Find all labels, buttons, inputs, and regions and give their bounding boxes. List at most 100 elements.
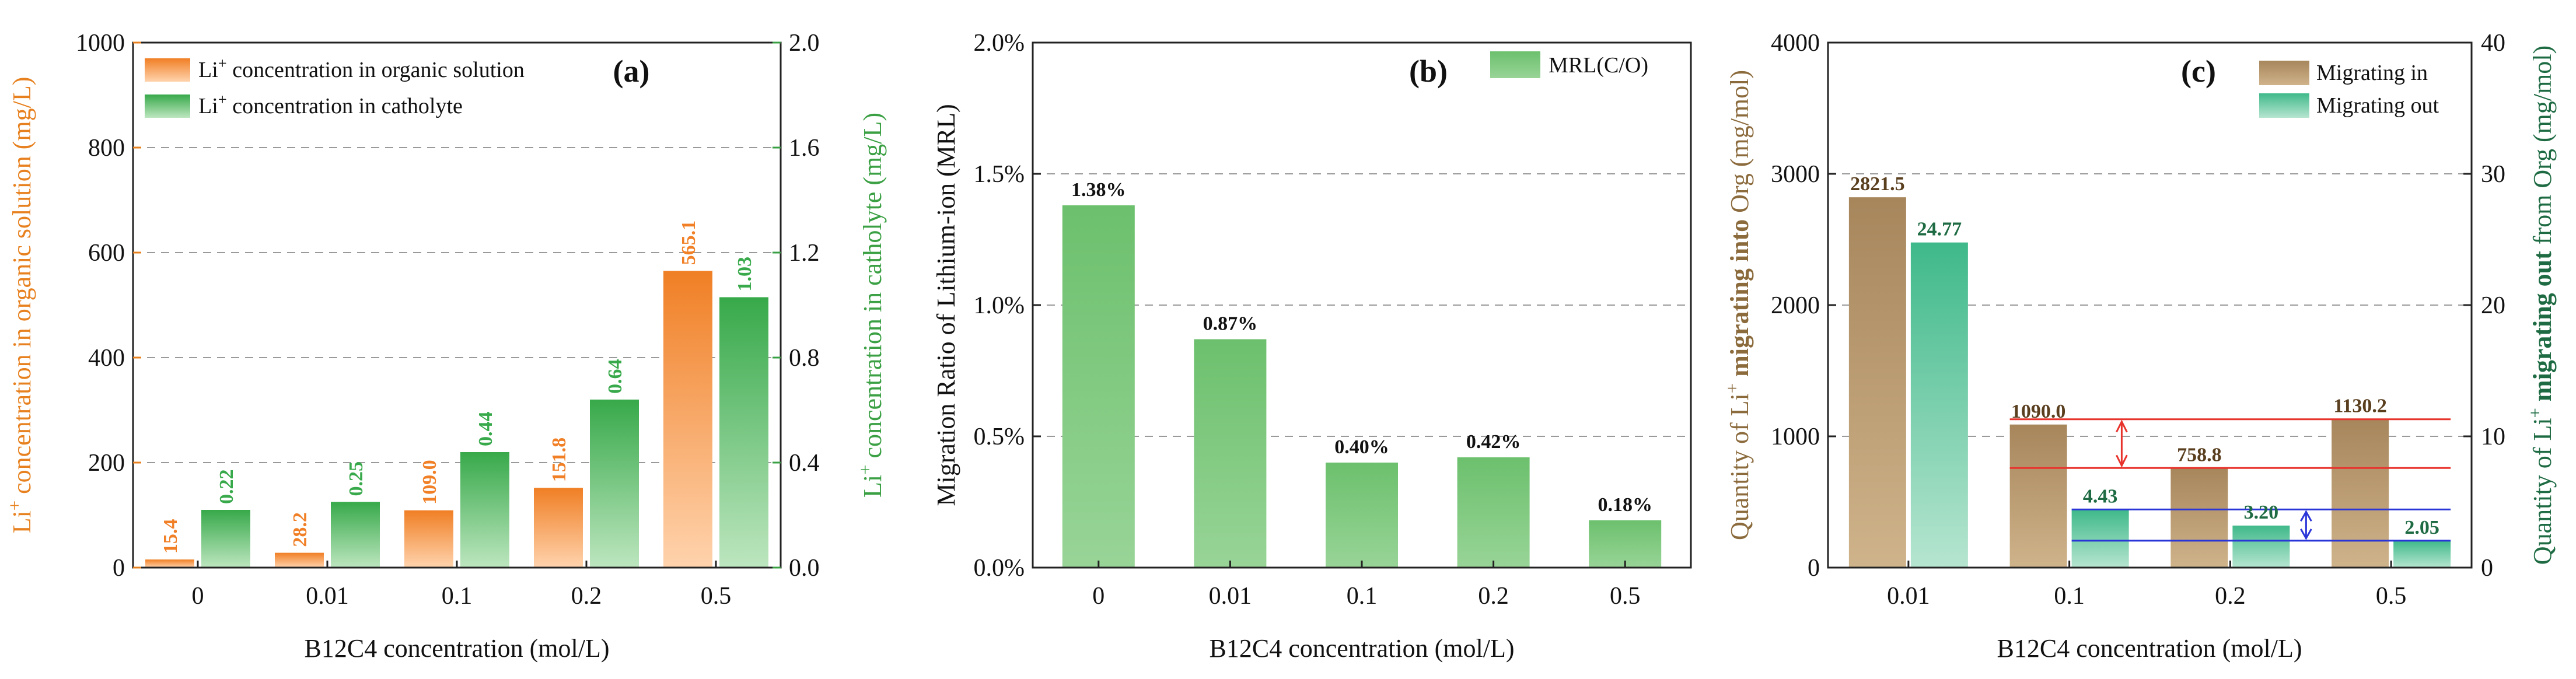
panel-a-x-tick-label: 0.5 <box>701 583 732 610</box>
panel-b-y-tick-label: 1.0% <box>974 292 1025 319</box>
panel-a-left-axis-title: Li+ concentration in organic solution (m… <box>5 77 36 534</box>
panel-c-bar-migrating-in <box>2009 424 2067 568</box>
panel-a-label-organic: 15.4 <box>160 519 181 554</box>
panel-c-bar-migrating-in <box>1848 197 1906 568</box>
panel-c-right-tick-label: 20 <box>2481 292 2505 319</box>
panel-a-right-tick-label: 2.0 <box>789 30 820 57</box>
legend-swatch <box>1490 51 1540 78</box>
panel-c-left-axis-title: Quantity of Li+ migrating into Org (mg/m… <box>1722 70 1754 540</box>
panel-c-bar-migrating-out <box>2393 540 2451 568</box>
panel-c-arrowhead-blue-up <box>2300 510 2312 522</box>
legend-label: Li+ concentration in catholyte <box>198 90 463 118</box>
panel-b-x-tick-label: 0.5 <box>1610 583 1641 610</box>
panel-b: 0.0% 0.5% 1.0% 1.5% 2.0% 0 0.01 0.1 0.2 0.5 1.38%… <box>932 30 1692 663</box>
panel-c-label-migrating-in: 1130.2 <box>2333 396 2387 417</box>
panel-a-legend-organic: Li+ concentration in organic solution <box>145 54 525 82</box>
panel-b-bar-mrl <box>1194 339 1267 568</box>
panel-a-x-tick-label: 0.1 <box>442 583 473 610</box>
panel-b-x-tick-label: 0 <box>1092 583 1105 610</box>
panel-c-label-migrating-out: 2.05 <box>2404 517 2439 538</box>
panel-a-left-tick-label: 1000 <box>76 30 125 57</box>
panel-c-x-axis-title: B12C4 concentration (mol/L) <box>1997 634 2302 663</box>
legend-swatch <box>145 58 190 82</box>
legend-label: Li+ concentration in organic solution <box>198 54 525 82</box>
panel-a-left-tick-label: 600 <box>88 240 125 267</box>
panel-a-left-tick-label: 400 <box>88 345 125 372</box>
panel-c-right-tick-label: 0 <box>2481 555 2493 582</box>
panel-c-label-migrating-out: 4.43 <box>2083 485 2118 507</box>
panel-c-legend-migrating-in: Migrating in <box>2259 61 2428 85</box>
panel-b-x-tick-label: 0.2 <box>1478 583 1509 610</box>
panel-c-left-tick-label: 3000 <box>1771 161 1820 188</box>
panel-c-bar-migrating-out <box>2071 509 2129 568</box>
legend-label: MRL(C/O) <box>1549 53 1648 78</box>
panel-c-label-migrating-in: 2821.5 <box>1850 173 1905 195</box>
panel-a-bar-organic <box>145 559 194 568</box>
panel-b-y-tick-label: 0.5% <box>974 424 1025 450</box>
panel-b-legend-mrl: MRL(C/O) <box>1490 51 1648 78</box>
panel-c-left-tick-label: 4000 <box>1771 30 1820 57</box>
panel-b-bar-mrl <box>1589 520 1662 568</box>
panel-a-x-tick-label: 0.2 <box>571 583 602 610</box>
panel-a: 0 200 400 600 800 1000 0.0 0.4 0.8 1.2 1.6 2.0 0 0.01… <box>5 30 887 663</box>
legend-swatch <box>145 94 190 118</box>
panel-c-bar-migrating-out <box>2232 526 2290 568</box>
panel-a-bar-catholyte <box>719 297 768 568</box>
panel-b-tag: (b) <box>1409 54 1448 89</box>
panel-c-arrowhead-red-up <box>2116 419 2128 433</box>
panel-c-right-tick-label: 10 <box>2481 424 2505 450</box>
panel-a-bar-organic <box>404 510 453 568</box>
panel-a-label-catholyte: 0.44 <box>475 412 497 447</box>
panel-c-arrowhead-blue-down <box>2300 528 2312 540</box>
panel-c-x-tick-label: 0.01 <box>1887 583 1930 610</box>
panel-a-left-tick-label: 0 <box>113 555 125 582</box>
panel-b-label-mrl: 0.42% <box>1466 431 1521 453</box>
panel-b-y-tick-label: 2.0% <box>974 30 1025 57</box>
panel-a-legend-catholyte: Li+ concentration in catholyte <box>145 90 463 118</box>
legend-swatch <box>2259 61 2309 85</box>
panel-a-bar-catholyte <box>331 502 380 568</box>
panel-b-x-tick-label: 0.01 <box>1209 583 1252 610</box>
panel-a-right-tick-label: 1.2 <box>789 240 820 267</box>
panel-b-bar-mrl <box>1326 463 1398 568</box>
panel-b-bar-mrl <box>1062 205 1135 568</box>
panel-c-right-tick-label: 40 <box>2481 30 2505 57</box>
panel-a-bar-organic <box>275 552 324 568</box>
panel-c-left-tick-label: 2000 <box>1771 292 1820 319</box>
panel-a-x-tick-label: 0 <box>192 583 204 610</box>
panel-c-bar-migrating-out <box>1910 242 1968 568</box>
panel-c-bar-migrating-in <box>2170 468 2228 568</box>
panel-a-label-organic: 28.2 <box>289 512 311 547</box>
panel-b-y-axis-title: Migration Ratio of Lithium-ion (MRL) <box>932 104 960 506</box>
panel-c-x-tick-label: 0.5 <box>2376 583 2407 610</box>
panel-a-x-tick-label: 0.01 <box>306 583 349 610</box>
panel-b-x-axis-title: B12C4 concentration (mol/L) <box>1210 634 1515 663</box>
panel-b-x-tick-label: 0.1 <box>1347 583 1378 610</box>
panel-b-y-tick-label: 1.5% <box>974 161 1025 188</box>
panel-a-label-organic: 109.0 <box>419 460 441 505</box>
panel-a-bar-organic <box>663 271 712 568</box>
panel-c-label-migrating-out: 3.20 <box>2244 502 2279 523</box>
panel-b-label-mrl: 0.18% <box>1598 494 1652 516</box>
panel-c-label-migrating-in: 758.8 <box>2177 444 2222 466</box>
panel-c-label-migrating-in: 1090.0 <box>2011 401 2066 422</box>
legend-label: Migrating out <box>2316 93 2439 118</box>
panel-c-left-tick-label: 1000 <box>1771 424 1820 450</box>
panel-a-right-tick-label: 0.0 <box>789 555 820 582</box>
panel-b-label-mrl: 0.40% <box>1334 436 1389 458</box>
panel-b-label-mrl: 1.38% <box>1071 179 1126 201</box>
panel-a-label-catholyte: 0.25 <box>345 461 367 496</box>
legend-swatch <box>2259 93 2309 118</box>
panel-b-label-mrl: 0.87% <box>1203 313 1258 335</box>
panel-c-right-tick-label: 30 <box>2481 161 2505 188</box>
panel-a-bar-catholyte <box>460 452 509 568</box>
panel-c-left-tick-label: 0 <box>1808 555 1820 582</box>
panel-a-label-organic: 151.8 <box>548 438 570 482</box>
panel-a-right-tick-label: 0.8 <box>789 345 820 372</box>
panel-a-label-catholyte: 0.22 <box>216 470 237 505</box>
legend-label: Migrating in <box>2316 61 2428 85</box>
panel-a-x-axis-title: B12C4 concentration (mol/L) <box>305 634 610 663</box>
panel-a-left-tick-label: 200 <box>88 450 125 477</box>
